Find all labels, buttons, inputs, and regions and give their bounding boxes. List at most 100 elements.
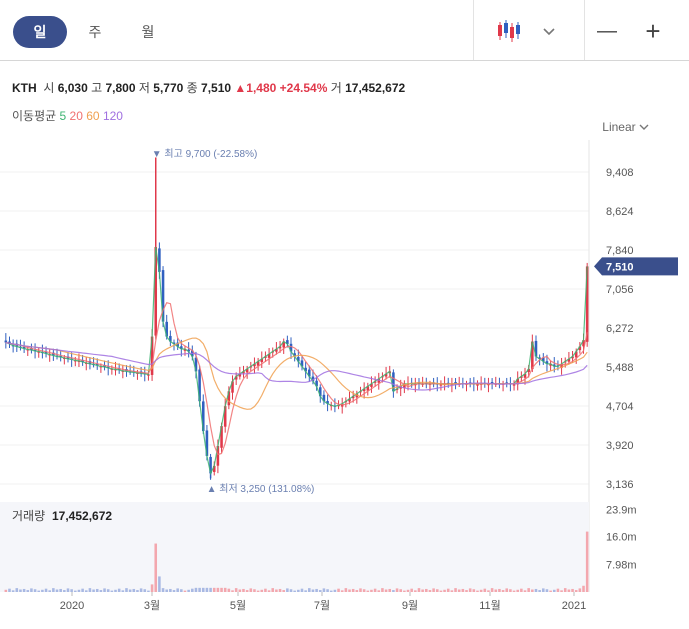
candle-body [238, 373, 242, 377]
volume-bar [560, 590, 563, 592]
candle-body [231, 381, 234, 393]
candle-body [308, 369, 311, 377]
volume-bar [355, 590, 359, 592]
candle-body [501, 383, 505, 385]
volume-bar [311, 589, 315, 592]
tab-month[interactable]: 월 [141, 24, 155, 40]
tab-day[interactable]: 일 [13, 16, 67, 48]
ma-5: 5 [59, 109, 67, 123]
volume-bar [63, 590, 66, 592]
x-tick-label: 11월 [479, 599, 501, 612]
scale-mode-select[interactable]: Linear [602, 120, 649, 134]
candle-body [399, 386, 402, 389]
candle-body [37, 351, 41, 353]
volume-bar [329, 590, 333, 592]
ma-120: 120 [102, 109, 123, 123]
volume-bar [84, 590, 88, 592]
candle-body [414, 383, 417, 386]
candle-body [304, 367, 307, 372]
zoom-out-icon[interactable]: — [597, 20, 617, 42]
volume-bar [505, 588, 509, 592]
candle-body [11, 345, 15, 347]
volume-panel [0, 502, 589, 592]
volume-bar [538, 590, 541, 592]
candle-body [388, 371, 392, 374]
moving-average-legend: 이동평균 5 20 60 120 [12, 107, 123, 124]
volume-bar [461, 588, 465, 592]
high-value: 7,800 [105, 81, 136, 95]
volume-bar [169, 588, 172, 592]
volume-bar [417, 588, 421, 592]
volume-bar [201, 587, 205, 592]
candle-body [19, 346, 22, 348]
volume-bar [267, 590, 271, 592]
candle-body [454, 382, 457, 384]
candle-body [585, 266, 589, 342]
candle-body [249, 366, 253, 368]
candle-body [582, 340, 585, 347]
volume-bar [88, 588, 92, 592]
candle-body [297, 357, 300, 362]
volume-bar [125, 588, 128, 592]
volume-bar [198, 587, 201, 592]
candle-body [538, 357, 541, 359]
volume-bar [340, 590, 344, 592]
candle-body [165, 321, 168, 337]
volume-bar [77, 589, 81, 592]
volume-bar [337, 588, 340, 592]
volume-bar [333, 589, 337, 592]
candle-body [44, 351, 48, 354]
volume-bar [180, 589, 183, 592]
volume-bar [308, 588, 311, 592]
volume-bar [348, 589, 351, 592]
candle-body [329, 405, 333, 407]
volume-bar [11, 590, 15, 592]
candle-body [381, 376, 384, 378]
volume-bar [150, 584, 154, 592]
candle-body [121, 370, 125, 372]
volume-bar [414, 590, 417, 592]
quote-info: KTH 시 6,030 고 7,800 저 5,770 종 7,510 ▲1,4… [12, 79, 405, 96]
candle-body [472, 383, 476, 385]
candle-body [66, 356, 70, 359]
candle-body [498, 383, 501, 385]
volume-bar [344, 588, 348, 592]
candle-body [351, 396, 355, 399]
moving-average-line [5, 337, 588, 410]
volume-bar [121, 590, 125, 592]
volume-bar [209, 587, 212, 592]
ma-20: 20 [69, 109, 83, 123]
candle-body [242, 371, 245, 374]
candle-body [110, 368, 114, 370]
open-value: 6,030 [57, 81, 88, 95]
volume-bar [117, 588, 121, 592]
candle-body [15, 343, 19, 347]
candlestick-chart-type-icon[interactable] [496, 20, 522, 47]
volume-bar [351, 588, 355, 592]
candle-body [106, 366, 110, 368]
volume-bar [216, 587, 220, 592]
price-tick-label: 6,272 [606, 323, 634, 335]
candle-body [432, 382, 435, 384]
candle-body [552, 364, 556, 367]
volume-bar [421, 589, 424, 592]
candle-body [227, 391, 231, 406]
zoom-in-icon[interactable]: + [645, 16, 661, 46]
volume-bar [158, 576, 161, 592]
candle-body [267, 353, 271, 358]
candle-body [114, 369, 117, 371]
volume-bar [432, 588, 435, 592]
candle-body [117, 368, 121, 370]
volume-bar [19, 589, 22, 592]
volume-bar [278, 588, 282, 592]
candle-body [476, 383, 479, 386]
volume-bar [253, 589, 256, 592]
low-label: 저 [138, 81, 150, 95]
candle-body [406, 383, 410, 385]
candle-body [282, 341, 285, 348]
volume-bar [256, 590, 260, 592]
tab-week[interactable]: 주 [88, 24, 102, 40]
volume-title-value: 17,452,672 [52, 509, 112, 523]
volume-bar [59, 588, 62, 592]
chevron-down-icon[interactable] [543, 24, 555, 42]
